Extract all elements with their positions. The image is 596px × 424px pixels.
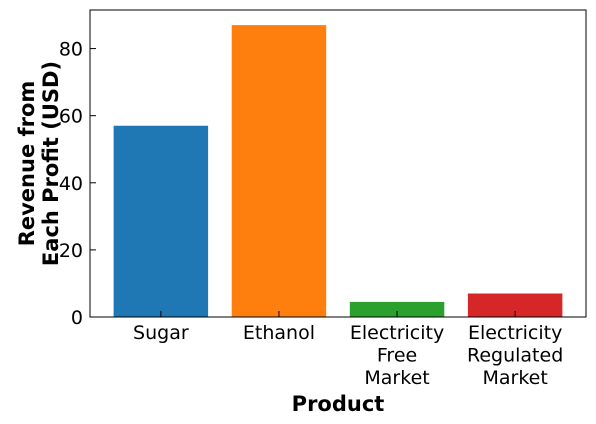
x-axis-title: Product xyxy=(292,392,385,416)
x-tick-label-1: Ethanol xyxy=(243,322,315,344)
x-tick-label-3: Electricity Regulated Market xyxy=(467,322,563,389)
bars-group xyxy=(113,25,563,317)
bar-2 xyxy=(349,301,445,317)
x-axis-ticks: Sugar Ethanol Electricity Free Market Electri… xyxy=(133,311,563,389)
y-axis-title: Revenue fromEach Profit (USD) xyxy=(15,61,63,266)
x-tick-label-0: Sugar xyxy=(133,322,189,344)
y-axis-ticks: 0 20 40 60 80 xyxy=(59,39,96,329)
bar-0 xyxy=(113,125,209,317)
bar-3 xyxy=(467,293,563,317)
plot-frame xyxy=(89,9,587,318)
y-tick-label-0: 0 xyxy=(71,307,83,329)
y-tick-label-2: 40 xyxy=(59,173,83,195)
bar-1 xyxy=(231,25,327,317)
x-tick-label-2: Electricity Free Market xyxy=(350,322,444,389)
y-tick-label-1: 20 xyxy=(59,240,83,262)
y-tick-label-4: 80 xyxy=(59,39,83,61)
y-tick-label-3: 60 xyxy=(59,106,83,128)
